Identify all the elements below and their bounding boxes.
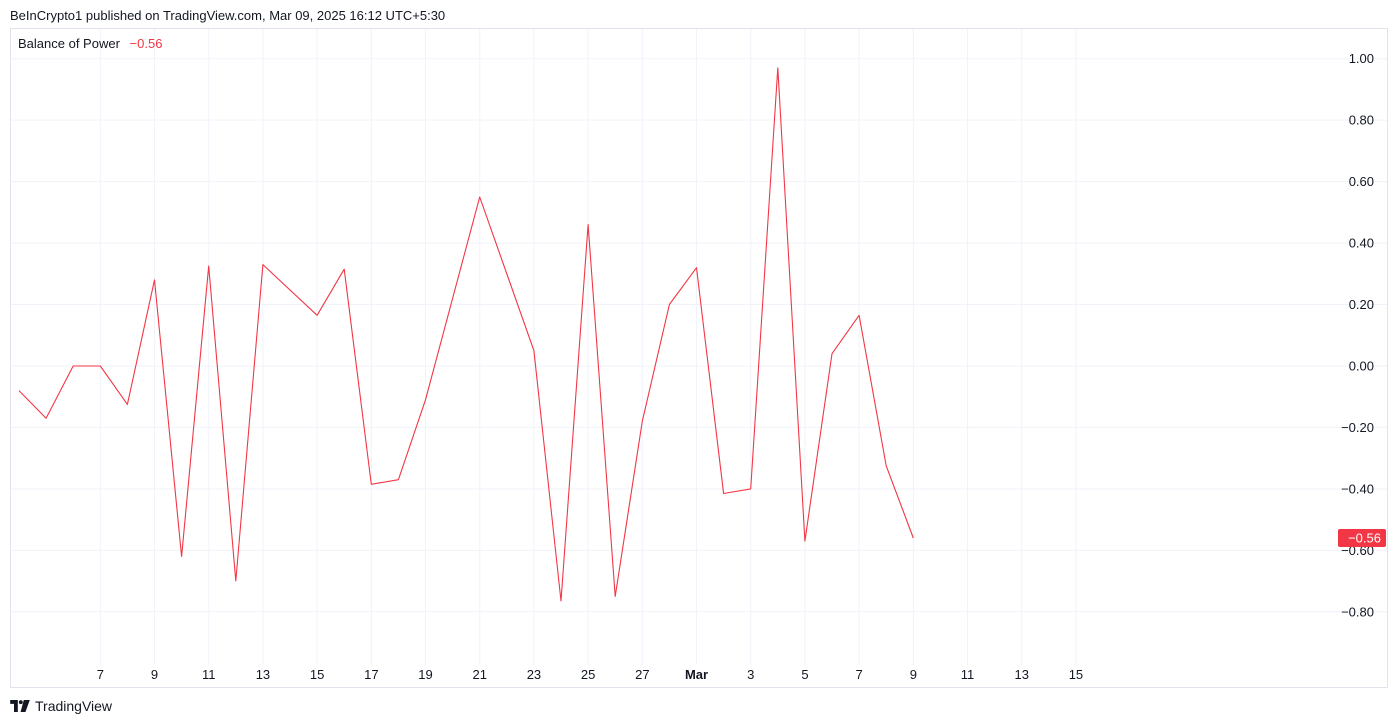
- chart-frame: [10, 28, 1388, 688]
- indicator-current-value: −0.56: [129, 36, 163, 51]
- y-tick-label: 0.40: [1349, 236, 1374, 251]
- x-tick-label: 5: [801, 667, 808, 682]
- data-point[interactable]: [586, 222, 591, 227]
- data-point[interactable]: [775, 65, 780, 70]
- data-point[interactable]: [748, 486, 753, 491]
- footer-brand[interactable]: TradingView: [10, 698, 112, 714]
- x-tick-label: 3: [747, 667, 754, 682]
- x-tick-label: 9: [151, 667, 158, 682]
- y-tick-label: 0.00: [1349, 358, 1374, 373]
- x-tick-label: 27: [635, 667, 649, 682]
- y-tick-label: −0.20: [1341, 420, 1374, 435]
- last-value-text: −0.56: [1348, 531, 1381, 546]
- last-value-label: −0.56: [1338, 529, 1386, 548]
- grid-lines: [11, 29, 1387, 665]
- data-point[interactable]: [531, 348, 536, 353]
- y-tick-label: −0.40: [1341, 481, 1374, 496]
- data-point[interactable]: [694, 265, 699, 270]
- y-tick-label: 1.00: [1349, 51, 1374, 66]
- y-tick-label: −0.80: [1341, 604, 1374, 619]
- indicator-name: Balance of Power: [18, 36, 120, 51]
- tradingview-logo-icon: [10, 700, 30, 712]
- data-point[interactable]: [830, 351, 835, 356]
- last-value-badge: [1338, 529, 1386, 548]
- data-point[interactable]: [667, 302, 672, 307]
- data-point[interactable]: [802, 539, 807, 544]
- x-tick-label: 23: [527, 667, 541, 682]
- x-tick-label: Mar: [685, 667, 708, 682]
- data-point[interactable]: [640, 419, 645, 424]
- x-tick-label: 11: [961, 667, 975, 682]
- data-point[interactable]: [179, 554, 184, 559]
- indicator-legend[interactable]: Balance of Power −0.56: [18, 36, 162, 51]
- x-tick-label: 19: [418, 667, 432, 682]
- x-tick-label: 25: [581, 667, 595, 682]
- data-point[interactable]: [315, 313, 320, 318]
- data-point[interactable]: [260, 262, 265, 267]
- data-point[interactable]: [125, 402, 130, 407]
- x-tick-label: 21: [472, 667, 486, 682]
- y-tick-label: 0.80: [1349, 113, 1374, 128]
- data-point[interactable]: [613, 594, 618, 599]
- data-point[interactable]: [721, 491, 726, 496]
- y-tick-label: 0.60: [1349, 174, 1374, 189]
- data-point[interactable]: [477, 194, 482, 199]
- x-tick-label: 17: [364, 667, 378, 682]
- x-tick-label: 13: [1014, 667, 1028, 682]
- brand-name: TradingView: [35, 698, 113, 714]
- data-point[interactable]: [206, 264, 211, 269]
- series-layer: [17, 65, 916, 604]
- data-point[interactable]: [559, 599, 564, 604]
- data-point[interactable]: [233, 579, 238, 584]
- balance-of-power-line[interactable]: [18, 67, 914, 602]
- data-point[interactable]: [152, 277, 157, 282]
- data-point[interactable]: [369, 482, 374, 487]
- data-point[interactable]: [71, 363, 76, 368]
- data-point[interactable]: [884, 463, 889, 468]
- data-point[interactable]: [423, 397, 428, 402]
- data-point[interactable]: [911, 536, 916, 541]
- data-point[interactable]: [857, 313, 862, 318]
- x-tick-label: 11: [202, 667, 216, 682]
- x-tick-label: 9: [910, 667, 917, 682]
- x-tick-label: 7: [97, 667, 104, 682]
- y-tick-label: 0.20: [1349, 297, 1374, 312]
- x-tick-label: 15: [1069, 667, 1083, 682]
- x-axis: 7 9 11 13 15 17 19 21 23 25 27 Mar 3 5 7 9 11 13 15: [97, 667, 1083, 682]
- x-tick-label: 13: [256, 667, 270, 682]
- x-tick-label: 15: [310, 667, 324, 682]
- data-point[interactable]: [396, 477, 401, 482]
- data-point[interactable]: [17, 388, 22, 393]
- publisher-line: BeInCrypto1 published on TradingView.com…: [10, 8, 446, 23]
- data-point[interactable]: [98, 363, 103, 368]
- data-point[interactable]: [342, 267, 347, 272]
- x-tick-label: 7: [856, 667, 863, 682]
- data-point[interactable]: [44, 416, 49, 421]
